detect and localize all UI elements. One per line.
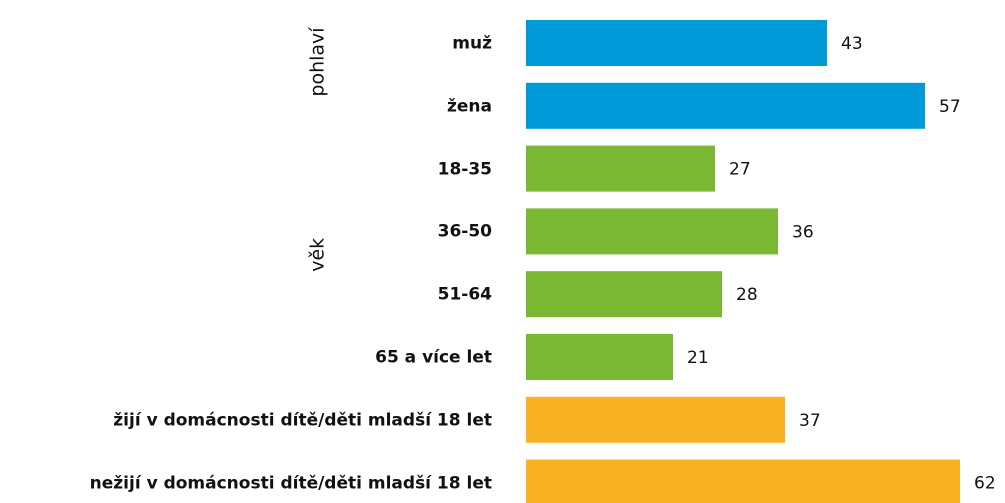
bar	[526, 20, 827, 66]
category-label: 36-50	[437, 221, 492, 242]
bar	[526, 145, 715, 192]
group-label: pohlaví	[307, 27, 329, 97]
category-label: 18-35	[437, 159, 492, 180]
bar	[526, 208, 778, 255]
value-label: 37	[799, 411, 821, 431]
category-label: 51-64	[437, 284, 492, 305]
value-label: 43	[841, 34, 863, 54]
bar	[526, 82, 925, 129]
category-label: nežijí v domácnosti dítě/děti mladší 18 …	[89, 473, 492, 494]
value-label: 62	[974, 474, 996, 494]
value-label: 28	[736, 285, 758, 305]
bar	[526, 459, 960, 503]
value-label: 36	[792, 222, 814, 242]
group-label: věk	[307, 238, 329, 272]
value-label: 27	[729, 160, 751, 180]
value-label: 57	[939, 97, 961, 117]
category-label: žijí v domácnosti dítě/děti mladší 18 le…	[113, 410, 492, 431]
bar	[526, 271, 722, 318]
category-label: muž	[452, 33, 492, 54]
bar	[526, 334, 673, 380]
category-label: 65 a více let	[375, 347, 492, 368]
value-label: 21	[687, 348, 709, 368]
category-label: žena	[447, 96, 492, 117]
bar	[526, 396, 785, 443]
